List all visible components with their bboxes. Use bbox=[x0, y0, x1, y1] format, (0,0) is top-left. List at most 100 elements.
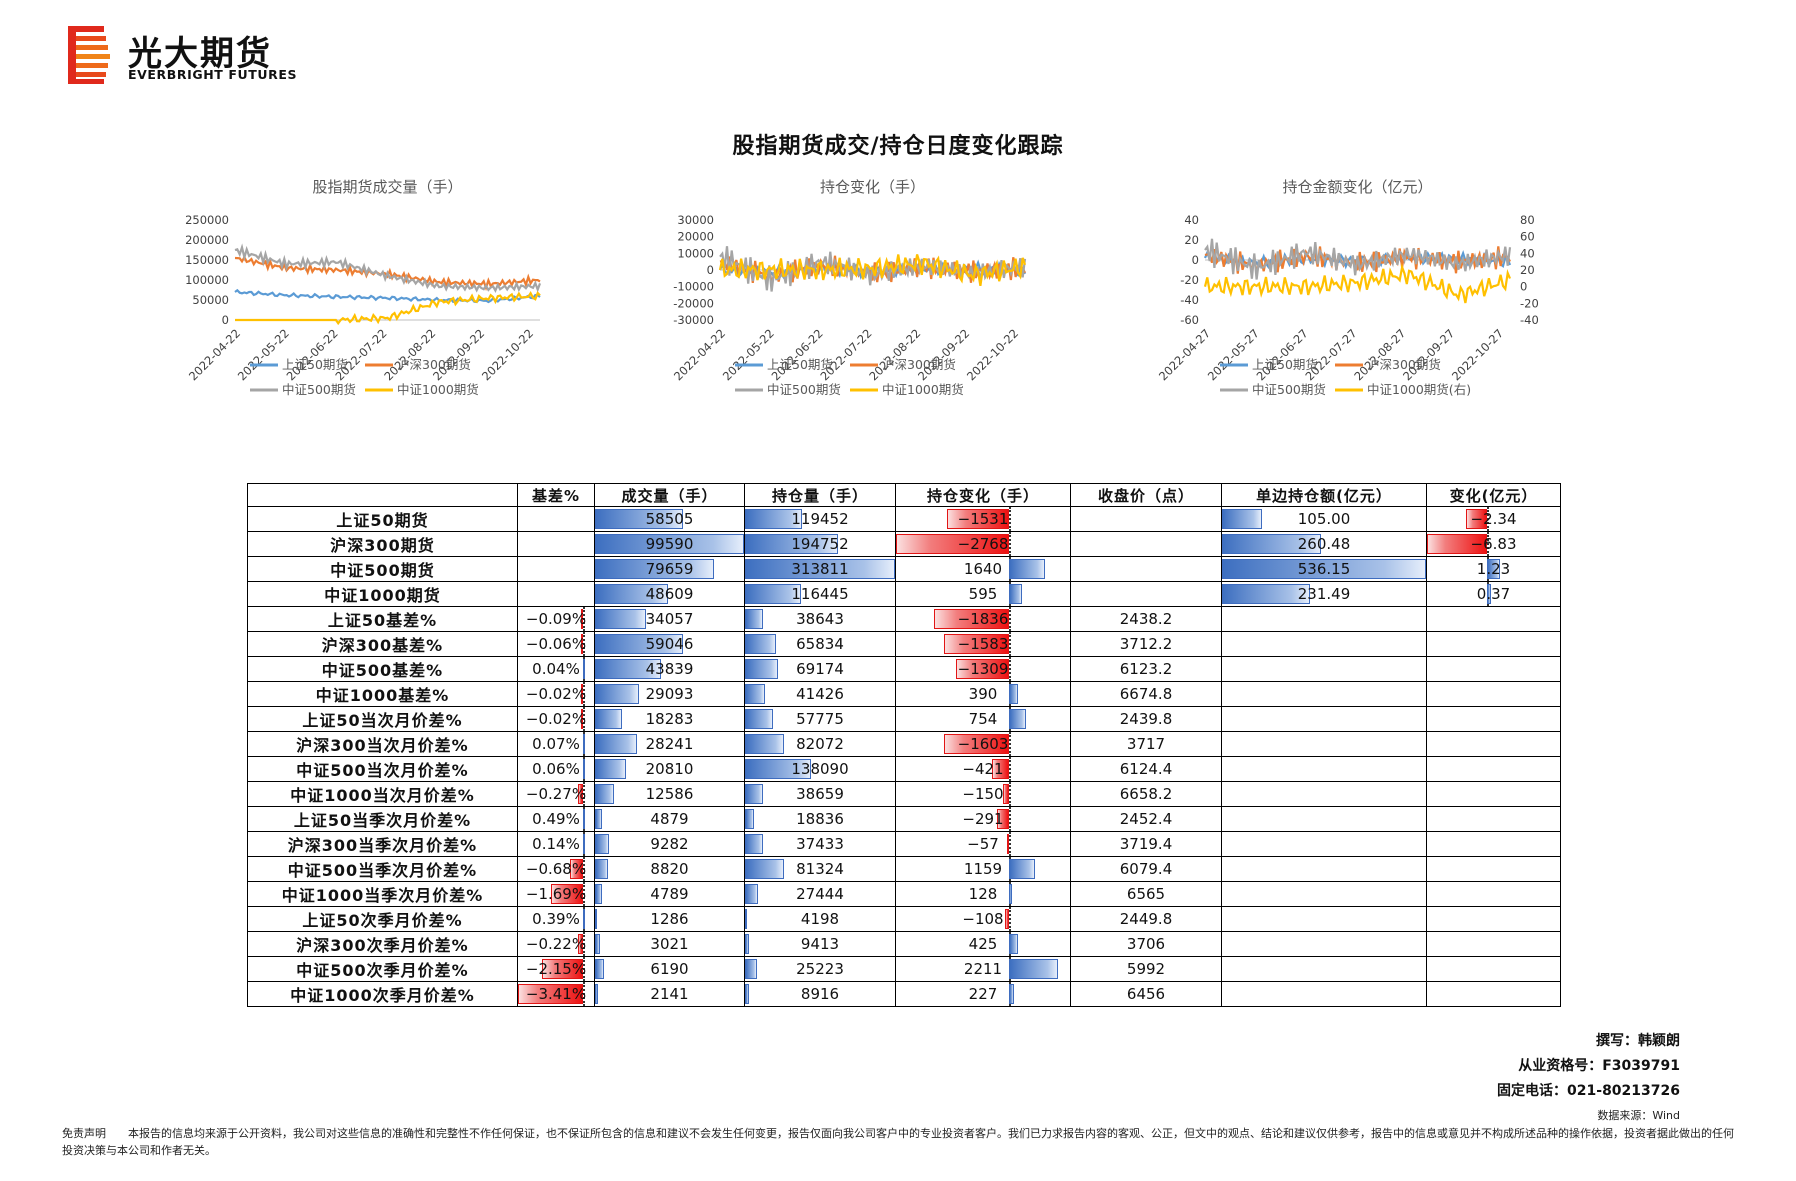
cell-value: 2452.4 bbox=[1119, 810, 1173, 828]
cell-value: 2141 bbox=[650, 985, 689, 1003]
cell-value: 0.07% bbox=[532, 735, 580, 753]
table-cell-chg: −1583 bbox=[895, 631, 1071, 657]
cell-value: 69174 bbox=[796, 660, 844, 678]
row-label: 沪深300期货 bbox=[247, 531, 518, 557]
page-title: 股指期货成交/持仓日度变化跟踪 bbox=[732, 134, 1064, 159]
table-cell-oi: 9413 bbox=[744, 931, 896, 957]
bar-axis bbox=[1486, 507, 1489, 531]
table-row: 上证50当次月价差% −0.02% 18283 57775 754 2439.8 bbox=[247, 706, 1561, 732]
legend-label: 中证1000期货 bbox=[397, 382, 479, 397]
table-cell-chg: −108 bbox=[895, 906, 1071, 932]
x-tick-label: 2022-06-22 bbox=[769, 326, 826, 383]
table-cell-oi: 18836 bbox=[744, 806, 896, 832]
cell-value: 2449.8 bbox=[1119, 910, 1173, 928]
legend-label: 上证50期货 bbox=[282, 357, 348, 372]
table-cell-basis bbox=[517, 581, 595, 607]
cell-value: 2439.8 bbox=[1119, 710, 1173, 728]
table-cell-amtchg bbox=[1426, 756, 1561, 782]
brand-logo: 光大期货 EVERBRIGHT FUTURES bbox=[68, 24, 368, 86]
table-cell-chg: 754 bbox=[895, 706, 1071, 732]
cell-value: 3021 bbox=[650, 935, 689, 953]
table-cell-amtchg bbox=[1426, 781, 1561, 807]
cell-value: 6124.4 bbox=[1119, 760, 1173, 778]
table-cell-vol: 4879 bbox=[594, 806, 745, 832]
table-cell-close: 2449.8 bbox=[1070, 906, 1222, 932]
table-cell-basis bbox=[517, 506, 595, 532]
cell-value: 536.15 bbox=[1297, 560, 1351, 578]
cell-value: −6.83 bbox=[1470, 535, 1517, 553]
table-cell-amtchg bbox=[1426, 956, 1561, 982]
cell-value: 6674.8 bbox=[1119, 685, 1173, 703]
y-tick-label: 0 bbox=[1192, 253, 1199, 267]
row-label: 中证500期货 bbox=[247, 556, 518, 582]
cell-value: 138090 bbox=[791, 760, 849, 778]
data-bar bbox=[745, 509, 803, 529]
y-tick-label: 10000 bbox=[677, 246, 714, 260]
legend-label: 中证500期货 bbox=[1252, 382, 1326, 397]
x-tick-label: 2022-04-22 bbox=[186, 326, 243, 383]
table-row: 中证1000当次月价差% −0.27% 12586 38659 −150 6658.2 bbox=[247, 781, 1561, 807]
table-cell-vol: 3021 bbox=[594, 931, 745, 957]
legend-label: 上证50期货 bbox=[767, 357, 833, 372]
table-cell-close: 6123.2 bbox=[1070, 656, 1222, 682]
x-tick-label: 2022-10-22 bbox=[964, 326, 1021, 383]
table-cell-oi: 65834 bbox=[744, 631, 896, 657]
cell-value: 65834 bbox=[796, 635, 844, 653]
data-bar bbox=[745, 934, 750, 954]
table-cell-vol: 43839 bbox=[594, 656, 745, 682]
cell-value: −1583 bbox=[957, 635, 1009, 653]
table-cell-basis: −0.02% bbox=[517, 706, 595, 732]
table-cell-oi: 38643 bbox=[744, 606, 896, 632]
table-cell-close bbox=[1070, 556, 1222, 582]
cell-value: 8916 bbox=[800, 985, 840, 1003]
table-row: 上证50基差% −0.09% 34057 38643 −1836 2438.2 bbox=[247, 606, 1561, 632]
cell-value: 6190 bbox=[650, 960, 689, 978]
table-cell-close bbox=[1070, 506, 1222, 532]
data-bar bbox=[955, 659, 1010, 679]
cell-value: −291 bbox=[962, 810, 1004, 828]
table-cell-basis bbox=[517, 556, 595, 582]
cell-value: 0.49% bbox=[532, 810, 580, 828]
column-header: 基差% bbox=[517, 483, 595, 507]
cell-value: 82072 bbox=[796, 735, 844, 753]
table-cell-amt bbox=[1221, 681, 1427, 707]
cell-value: 105.00 bbox=[1297, 510, 1351, 528]
cell-value: 43839 bbox=[645, 660, 694, 678]
cell-value: 0.37 bbox=[1476, 585, 1511, 603]
x-tick-label: 2022-10-22 bbox=[479, 326, 536, 383]
cell-value: 38643 bbox=[796, 610, 844, 628]
column-header: 成交量（手） bbox=[594, 483, 745, 507]
chart-volume: 股指期货成交量（手） 250000 200000 150000 100000 50000 0… bbox=[160, 168, 630, 468]
cell-value: −150 bbox=[962, 785, 1004, 803]
table-cell-vol: 58505 bbox=[594, 506, 745, 532]
chart-title: 持仓变化（手） bbox=[820, 178, 925, 196]
cell-value: 59046 bbox=[645, 635, 694, 653]
chart-svg: 持仓金额变化（亿元） 40 20 0 -20 -40 -60 80 60 40 20 0 -20 -40 2… bbox=[1156, 178, 1539, 397]
table-cell-oi: 313811 bbox=[744, 556, 896, 582]
data-bar bbox=[745, 809, 754, 829]
table-cell-oi: 116445 bbox=[744, 581, 896, 607]
data-bar bbox=[896, 534, 1010, 554]
cell-value: 4198 bbox=[800, 910, 840, 928]
table-cell-amtchg bbox=[1426, 656, 1561, 682]
column-header: 单边持仓额(亿元） bbox=[1221, 483, 1427, 507]
y2-tick-label: -40 bbox=[1520, 313, 1539, 327]
table-cell-close: 6674.8 bbox=[1070, 681, 1222, 707]
data-bar bbox=[1222, 509, 1262, 529]
data-bar bbox=[1009, 934, 1019, 954]
y2-tick-label: 60 bbox=[1520, 230, 1535, 244]
table-row: 中证1000基差% −0.02% 29093 41426 390 6674.8 bbox=[247, 681, 1561, 707]
cell-value: 4789 bbox=[650, 885, 689, 903]
x-tick-label: 2022-07-22 bbox=[332, 326, 389, 383]
table-cell-oi: 138090 bbox=[744, 756, 896, 782]
cell-value: 390 bbox=[968, 685, 998, 703]
bar-axis bbox=[1009, 507, 1012, 531]
data-bar bbox=[595, 959, 605, 979]
data-bar bbox=[1009, 709, 1026, 729]
cell-value: 58505 bbox=[645, 510, 694, 528]
cell-value: −0.68% bbox=[525, 860, 587, 878]
table-cell-oi: 81324 bbox=[744, 856, 896, 882]
data-bar bbox=[595, 709, 623, 729]
bar-axis bbox=[1486, 532, 1489, 556]
data-bar bbox=[580, 609, 583, 629]
